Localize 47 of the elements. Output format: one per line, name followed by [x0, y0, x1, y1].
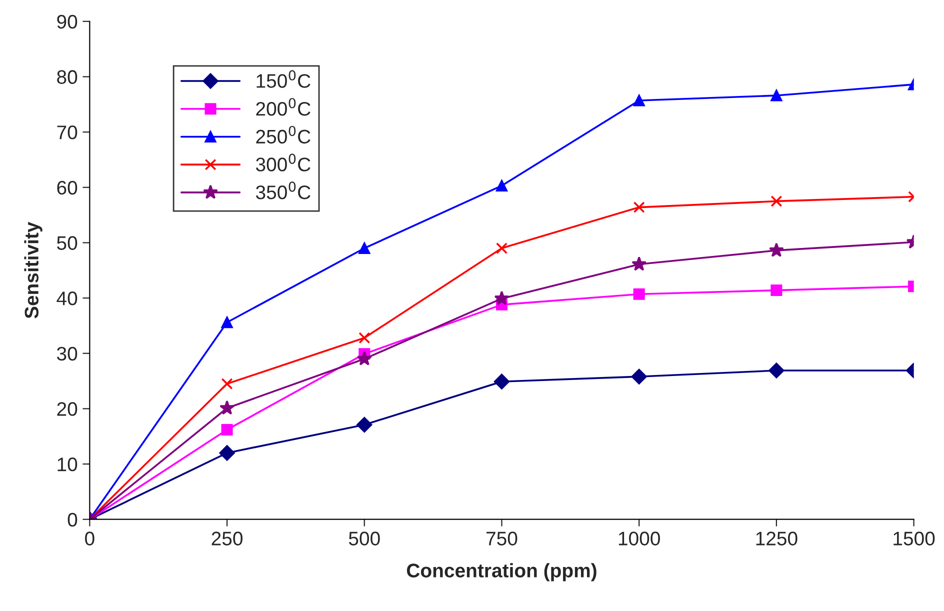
x-tick-label: 500	[348, 532, 380, 546]
point	[494, 290, 510, 306]
legend-label: 300$^{0}$C	[256, 154, 310, 172]
point	[358, 242, 370, 254]
y-tick-label: 10	[58, 457, 78, 472]
y-tick-label: 70	[57, 126, 78, 140]
point	[632, 256, 647, 271]
point	[220, 400, 235, 415]
point	[768, 362, 784, 378]
point	[358, 332, 370, 344]
point	[633, 202, 645, 214]
point	[221, 424, 233, 436]
y-tick-label: 30	[56, 346, 78, 361]
x-tick-label: 750	[486, 532, 518, 546]
x-tick-label: 1250	[756, 532, 798, 546]
legend-label: 200$^{0}$C	[256, 98, 310, 116]
x-tick-label: 0	[85, 532, 94, 546]
point	[631, 368, 647, 384]
point	[770, 195, 782, 207]
point	[221, 316, 233, 328]
y-tick-label: 0	[68, 512, 78, 527]
y-axis-title: Sensitivity	[24, 222, 42, 318]
point	[221, 378, 233, 390]
point	[633, 288, 645, 300]
point	[219, 445, 235, 461]
y-tick-label: 40	[56, 292, 78, 306]
point	[496, 180, 508, 192]
x-tick-label: 1500	[894, 532, 935, 546]
y-tick-label: 90	[57, 14, 78, 29]
y-tick-label: 80	[57, 70, 78, 84]
point	[770, 90, 782, 102]
x-tick-label: 1000	[618, 532, 660, 546]
point	[356, 351, 372, 366]
point	[356, 416, 372, 433]
point	[770, 284, 782, 296]
legend-label: 150$^{0}$C	[256, 70, 310, 88]
x-axis-title: Concentration (ppm)	[406, 563, 596, 582]
point	[494, 374, 510, 390]
legend-label: 350$^{0}$C	[256, 182, 310, 200]
y-tick-label: 60	[57, 180, 78, 195]
x-tick-label: 250	[212, 532, 242, 546]
point	[633, 94, 645, 106]
point	[496, 242, 508, 254]
legend-label: 250$^{0}$C	[256, 126, 310, 144]
y-tick-label: 20	[57, 402, 78, 416]
point	[768, 242, 784, 257]
y-tick-label: 50	[57, 236, 78, 250]
